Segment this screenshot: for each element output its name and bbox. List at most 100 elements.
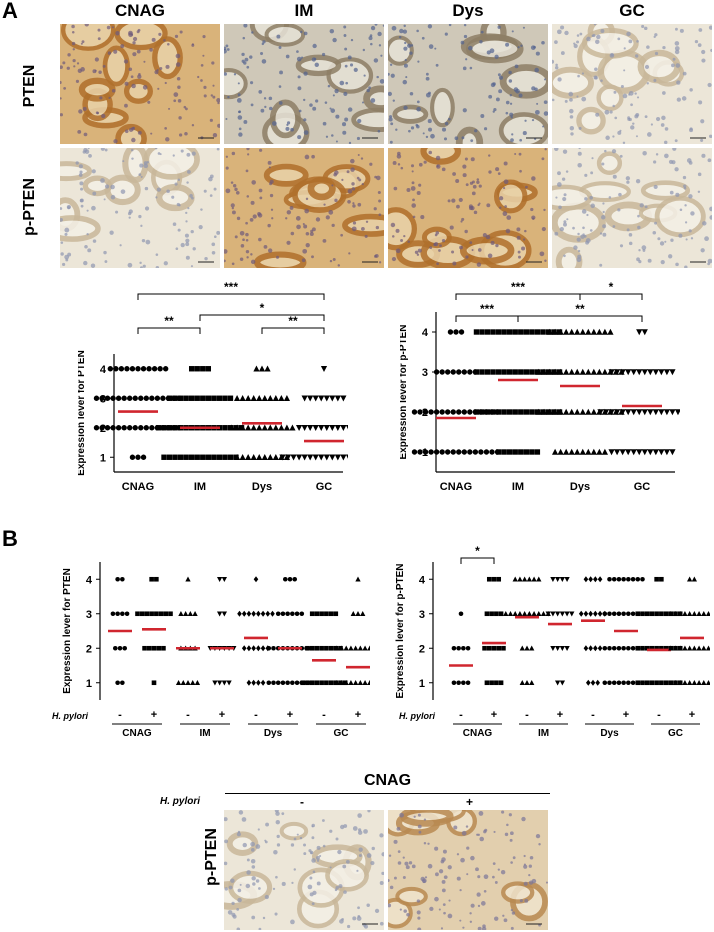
cell-nucleus bbox=[158, 32, 162, 36]
cell-nucleus bbox=[459, 919, 462, 922]
cell-nucleus bbox=[60, 252, 64, 256]
data-point bbox=[264, 365, 271, 372]
data-point bbox=[251, 645, 256, 652]
data-point bbox=[641, 409, 648, 416]
data-point bbox=[557, 408, 564, 415]
cell-nucleus bbox=[373, 58, 379, 63]
cell-nucleus bbox=[344, 64, 348, 68]
cell-nucleus bbox=[461, 217, 465, 221]
cell-nucleus bbox=[252, 882, 256, 886]
cell-nucleus bbox=[576, 34, 580, 37]
cell-nucleus bbox=[388, 91, 392, 97]
cell-nucleus bbox=[260, 108, 265, 113]
data-point bbox=[654, 611, 659, 617]
cell-nucleus bbox=[300, 30, 303, 34]
data-point bbox=[658, 409, 665, 416]
data-point bbox=[607, 680, 612, 686]
cell-nucleus bbox=[697, 172, 702, 177]
cell-nucleus bbox=[163, 39, 166, 42]
cell-nucleus bbox=[303, 98, 306, 102]
data-point bbox=[540, 368, 548, 375]
gland-structure bbox=[388, 897, 413, 929]
cell-nucleus bbox=[64, 227, 70, 233]
cell-nucleus bbox=[591, 157, 594, 160]
cell-nucleus bbox=[519, 138, 523, 142]
cell-nucleus bbox=[492, 875, 495, 879]
cell-nucleus bbox=[589, 195, 594, 200]
data-point bbox=[636, 329, 643, 336]
data-point bbox=[295, 454, 303, 461]
data-point bbox=[554, 576, 561, 583]
data-point bbox=[507, 610, 514, 617]
x-group-label: CNAG bbox=[463, 728, 493, 739]
significance-label: * bbox=[260, 301, 265, 315]
cell-nucleus bbox=[352, 221, 357, 225]
cell-nucleus bbox=[617, 130, 622, 135]
cell-nucleus bbox=[453, 825, 458, 830]
cell-nucleus bbox=[405, 865, 410, 870]
data-point bbox=[691, 610, 698, 617]
cell-nucleus bbox=[164, 81, 167, 85]
cell-nucleus bbox=[378, 44, 382, 47]
hpylori-label: H. pylori bbox=[52, 711, 89, 721]
cell-nucleus bbox=[178, 204, 181, 207]
cell-nucleus bbox=[531, 878, 537, 884]
cell-nucleus bbox=[697, 43, 702, 48]
data-point bbox=[621, 680, 626, 686]
cell-nucleus bbox=[456, 876, 461, 881]
cell-nucleus bbox=[628, 241, 633, 246]
cell-nucleus bbox=[634, 114, 639, 119]
cell-nucleus bbox=[311, 858, 316, 863]
data-point bbox=[602, 680, 608, 686]
data-point bbox=[512, 409, 518, 415]
data-point bbox=[183, 395, 189, 401]
cell-nucleus bbox=[198, 225, 203, 230]
gland-structure bbox=[78, 77, 116, 102]
data-point bbox=[521, 610, 528, 617]
cell-nucleus bbox=[403, 24, 406, 28]
data-point bbox=[433, 409, 440, 415]
cell-nucleus bbox=[286, 123, 289, 127]
cell-nucleus bbox=[389, 63, 393, 66]
hpylori-label: H. pylori bbox=[399, 711, 436, 721]
cell-nucleus bbox=[581, 209, 587, 214]
cell-nucleus bbox=[429, 246, 433, 250]
data-point bbox=[280, 680, 286, 686]
cell-nucleus bbox=[140, 224, 143, 227]
cell-nucleus bbox=[684, 221, 688, 224]
cell-nucleus bbox=[257, 828, 260, 831]
data-point bbox=[256, 395, 263, 401]
cell-nucleus bbox=[113, 49, 118, 54]
cell-nucleus bbox=[129, 127, 134, 132]
cell-nucleus bbox=[312, 106, 317, 111]
data-point bbox=[188, 454, 195, 460]
cell-nucleus bbox=[357, 830, 363, 835]
data-point bbox=[535, 368, 542, 375]
cell-nucleus bbox=[508, 813, 512, 817]
data-point bbox=[484, 329, 491, 335]
cell-nucleus bbox=[577, 249, 581, 253]
data-point bbox=[256, 454, 263, 460]
cell-nucleus bbox=[79, 198, 84, 203]
cell-nucleus bbox=[250, 200, 255, 205]
cell-nucleus bbox=[211, 251, 216, 255]
cell-nucleus bbox=[312, 890, 317, 895]
data-point bbox=[593, 576, 598, 583]
data-point bbox=[616, 611, 622, 617]
data-point bbox=[340, 395, 347, 402]
data-point bbox=[546, 368, 553, 375]
cell-nucleus bbox=[490, 82, 496, 88]
cell-nucleus bbox=[660, 260, 665, 265]
cell-nucleus bbox=[348, 141, 352, 144]
cell-nucleus bbox=[156, 68, 159, 72]
data-point bbox=[226, 680, 232, 686]
cell-nucleus bbox=[351, 187, 356, 191]
data-point bbox=[188, 395, 195, 401]
cell-nucleus bbox=[611, 149, 617, 154]
bottom-row-label: p-PTEN bbox=[203, 828, 220, 886]
cell-nucleus bbox=[80, 67, 85, 72]
cell-nucleus bbox=[363, 74, 366, 77]
cell-nucleus bbox=[236, 216, 241, 221]
data-point bbox=[588, 576, 593, 583]
cell-nucleus bbox=[303, 118, 307, 122]
